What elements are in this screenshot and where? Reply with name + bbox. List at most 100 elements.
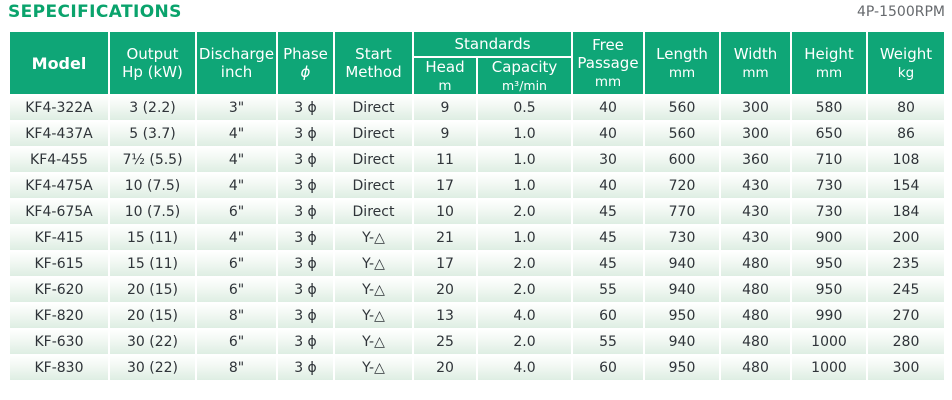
cell-start: Direct [333, 94, 414, 123]
table-row: KF-620 20 (15) 6" 3 ϕ Y-△ 20 2.0 55 940 480 950 245 [8, 276, 946, 305]
cell-output: 20 (15) [108, 302, 197, 331]
cell-discharge: 6" [195, 276, 278, 305]
table-row: KF4-455 7½ (5.5) 4" 3 ϕ Direct 11 1.0 30 600 360 7… [8, 146, 946, 175]
cell-free_passage: 45 [571, 224, 645, 253]
cell-capacity: 4.0 [476, 354, 573, 383]
table-row: KF4-322A 3 (2.2) 3" 3 ϕ Direct 9 0.5 40 560 300 58… [8, 94, 946, 123]
cell-width: 300 [719, 120, 792, 149]
cell-model: KF-615 [8, 250, 110, 279]
cell-capacity: 1.0 [476, 146, 573, 175]
cell-weight: 108 [866, 146, 946, 175]
cell-free_passage: 60 [571, 354, 645, 383]
cell-output: 10 (7.5) [108, 198, 197, 227]
cell-width: 300 [719, 94, 792, 123]
cell-model: KF-630 [8, 328, 110, 357]
page-title: SEPECIFICATIONS [8, 2, 182, 22]
cell-weight: 300 [866, 354, 946, 383]
cell-discharge: 3" [195, 94, 278, 123]
cell-weight: 270 [866, 302, 946, 331]
cell-width: 480 [719, 276, 792, 305]
cell-width: 360 [719, 146, 792, 175]
table-body: KF4-322A 3 (2.2) 3" 3 ϕ Direct 9 0.5 40 560 300 58… [8, 94, 946, 383]
col-header-height: Height mm [790, 29, 868, 97]
col-header-start-method: Start Method [333, 29, 414, 97]
cell-model: KF-830 [8, 354, 110, 383]
cell-head: 21 [412, 224, 478, 253]
cell-start: Direct [333, 120, 414, 149]
col-header-capacity: Capacity m³/min [476, 55, 573, 97]
cell-width: 480 [719, 328, 792, 357]
cell-weight: 184 [866, 198, 946, 227]
cell-weight: 245 [866, 276, 946, 305]
cell-height: 990 [790, 302, 868, 331]
table-row: KF-415 15 (11) 4" 3 ϕ Y-△ 21 1.0 45 730 430 900 200 [8, 224, 946, 253]
specifications-table: Model Output Hp (kW) Discharge inch Phase ϕ… [8, 29, 946, 383]
phi-symbol: ϕ [300, 63, 311, 82]
cell-model: KF4-475A [8, 172, 110, 201]
cell-start: Y-△ [333, 250, 414, 279]
col-header-model: Model [8, 29, 110, 97]
cell-free_passage: 55 [571, 328, 645, 357]
cell-weight: 154 [866, 172, 946, 201]
table-row: KF4-437A 5 (3.7) 4" 3 ϕ Direct 9 1.0 40 560 300 65… [8, 120, 946, 149]
cell-weight: 235 [866, 250, 946, 279]
col-header-discharge: Discharge inch [195, 29, 278, 97]
cell-output: 15 (11) [108, 250, 197, 279]
cell-head: 20 [412, 354, 478, 383]
cell-start: Direct [333, 172, 414, 201]
cell-head: 20 [412, 276, 478, 305]
cell-phase: 3 ϕ [276, 146, 335, 175]
cell-length: 560 [643, 120, 721, 149]
cell-model: KF-620 [8, 276, 110, 305]
cell-height: 710 [790, 146, 868, 175]
cell-width: 430 [719, 172, 792, 201]
cell-capacity: 4.0 [476, 302, 573, 331]
cell-free_passage: 40 [571, 94, 645, 123]
cell-free_passage: 40 [571, 120, 645, 149]
cell-phase: 3 ϕ [276, 276, 335, 305]
cell-phase: 3 ϕ [276, 94, 335, 123]
col-header-weight: Weight kg [866, 29, 946, 97]
cell-capacity: 2.0 [476, 198, 573, 227]
cell-head: 9 [412, 94, 478, 123]
cell-length: 940 [643, 328, 721, 357]
cell-width: 430 [719, 224, 792, 253]
cell-model: KF4-322A [8, 94, 110, 123]
cell-head: 17 [412, 250, 478, 279]
cell-height: 650 [790, 120, 868, 149]
cell-phase: 3 ϕ [276, 302, 335, 331]
cell-phase: 3 ϕ [276, 224, 335, 253]
cell-length: 600 [643, 146, 721, 175]
table-row: KF4-675A 10 (7.5) 6" 3 ϕ Direct 10 2.0 45 770 430… [8, 198, 946, 227]
cell-discharge: 4" [195, 172, 278, 201]
cell-discharge: 6" [195, 198, 278, 227]
col-header-length: Length mm [643, 29, 721, 97]
cell-output: 7½ (5.5) [108, 146, 197, 175]
cell-free_passage: 60 [571, 302, 645, 331]
cell-length: 770 [643, 198, 721, 227]
cell-output: 15 (11) [108, 224, 197, 253]
cell-height: 950 [790, 276, 868, 305]
cell-height: 900 [790, 224, 868, 253]
cell-model: KF-820 [8, 302, 110, 331]
cell-output: 30 (22) [108, 354, 197, 383]
table-row: KF-830 30 (22) 8" 3 ϕ Y-△ 20 4.0 60 950 480 1000 30… [8, 354, 946, 383]
table-row: KF-630 30 (22) 6" 3 ϕ Y-△ 25 2.0 55 940 480 1000 28… [8, 328, 946, 357]
cell-height: 950 [790, 250, 868, 279]
cell-weight: 200 [866, 224, 946, 253]
table-row: KF-820 20 (15) 8" 3 ϕ Y-△ 13 4.0 60 950 480 990 270 [8, 302, 946, 331]
cell-discharge: 4" [195, 146, 278, 175]
cell-discharge: 8" [195, 354, 278, 383]
cell-model: KF4-675A [8, 198, 110, 227]
cell-output: 10 (7.5) [108, 172, 197, 201]
cell-start: Direct [333, 198, 414, 227]
cell-phase: 3 ϕ [276, 328, 335, 357]
cell-capacity: 0.5 [476, 94, 573, 123]
table-row: KF4-475A 10 (7.5) 4" 3 ϕ Direct 17 1.0 40 720 430… [8, 172, 946, 201]
cell-model: KF-415 [8, 224, 110, 253]
cell-model: KF4-455 [8, 146, 110, 175]
cell-capacity: 2.0 [476, 250, 573, 279]
cell-free_passage: 55 [571, 276, 645, 305]
cell-phase: 3 ϕ [276, 354, 335, 383]
cell-discharge: 4" [195, 120, 278, 149]
